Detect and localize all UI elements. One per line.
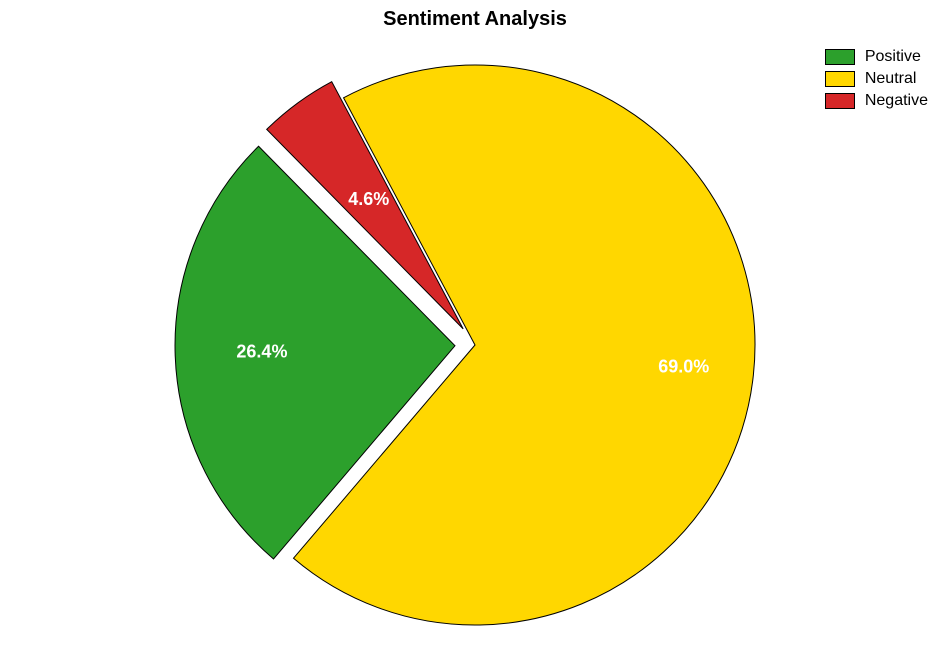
legend-label: Positive [865,48,921,66]
legend: Positive Neutral Negative [825,48,928,114]
legend-swatch-positive [825,49,855,65]
legend-label: Neutral [865,70,917,88]
legend-swatch-neutral [825,71,855,87]
slice-label-positive: 26.4% [236,341,287,361]
legend-item-negative: Negative [825,92,928,110]
legend-item-neutral: Neutral [825,70,928,88]
sentiment-pie-chart: Sentiment Analysis 69.0%26.4%4.6% Positi… [0,0,950,662]
legend-item-positive: Positive [825,48,928,66]
slice-label-neutral: 69.0% [658,356,709,376]
legend-swatch-negative [825,93,855,109]
slice-label-negative: 4.6% [348,189,389,209]
pie-svg: 69.0% 26.4% 4.6% [0,0,950,662]
legend-label: Negative [865,92,928,110]
